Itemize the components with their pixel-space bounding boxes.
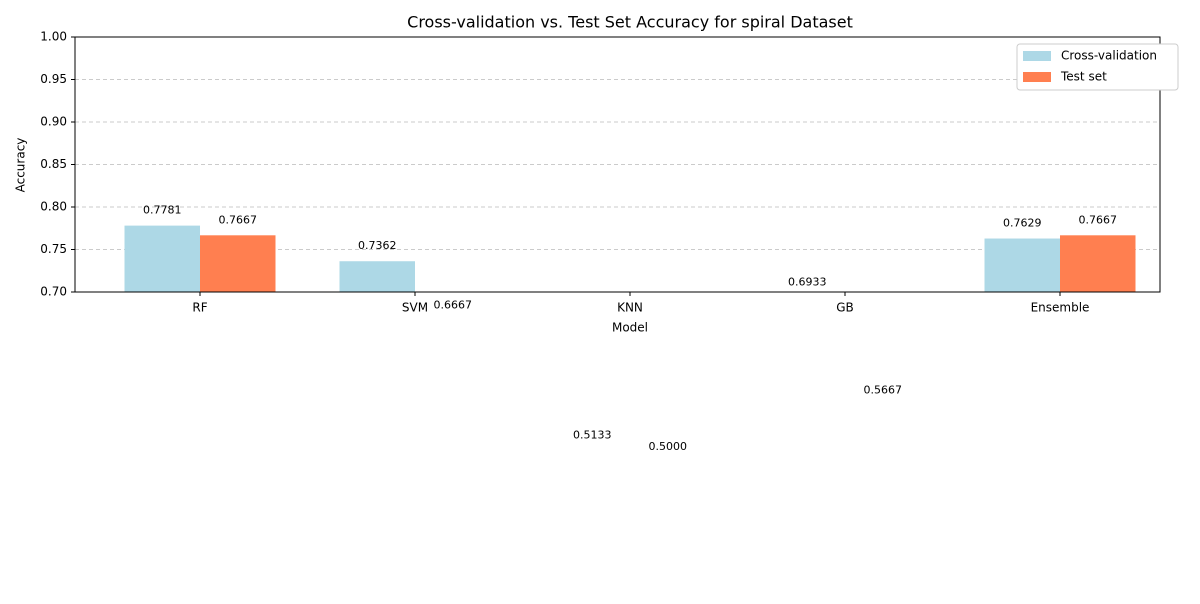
value-label: 0.7667 [1079,213,1118,226]
value-label: 0.6667 [434,298,473,311]
y-tick-label: 1.00 [40,30,67,44]
y-tick-label: 0.80 [40,200,67,214]
value-label: 0.5000 [649,440,688,453]
value-label: 0.7362 [358,239,397,252]
value-label: 0.7781 [143,204,182,217]
legend: Cross-validation Test set [1016,43,1179,91]
x-tick-label: RF [192,301,207,315]
x-axis-label: Model [612,321,648,335]
x-tick-label: Ensemble [1031,301,1090,315]
value-label: 0.5133 [573,429,612,442]
y-axis-label: Accuracy [14,138,28,193]
bar [630,292,706,462]
legend-swatch [1023,51,1051,61]
bar [124,225,200,292]
x-tick-label: SVM [402,301,428,315]
y-tick-label: 0.90 [40,115,67,129]
legend-label: Cross-validation [1061,49,1157,63]
y-tick-label: 0.95 [40,72,67,86]
y-tick-label: 0.75 [40,242,67,256]
y-tick-label: 0.70 [40,285,67,299]
bar [555,292,631,451]
x-tick-label: GB [836,301,854,315]
value-label: 0.7667 [219,213,258,226]
bar [1060,235,1136,292]
labels: 0.70 0.75 0.80 0.85 0.90 0.95 1.00 RF SVM KNN GB En… [40,30,1117,454]
bars [124,225,1136,462]
bar [770,292,846,298]
y-tick-label: 0.85 [40,157,67,171]
legend-label: Test set [1060,70,1107,84]
value-label: 0.5667 [864,383,903,396]
legend-box [1016,43,1179,91]
value-label: 0.6933 [788,276,827,289]
chart-title: Cross-validation vs. Test Set Accuracy f… [407,13,853,32]
bar [339,261,415,292]
value-label: 0.7629 [1003,217,1042,230]
legend-swatch [1023,72,1051,82]
bar [984,238,1060,292]
bar [200,235,276,292]
x-tick-label: KNN [617,301,643,315]
